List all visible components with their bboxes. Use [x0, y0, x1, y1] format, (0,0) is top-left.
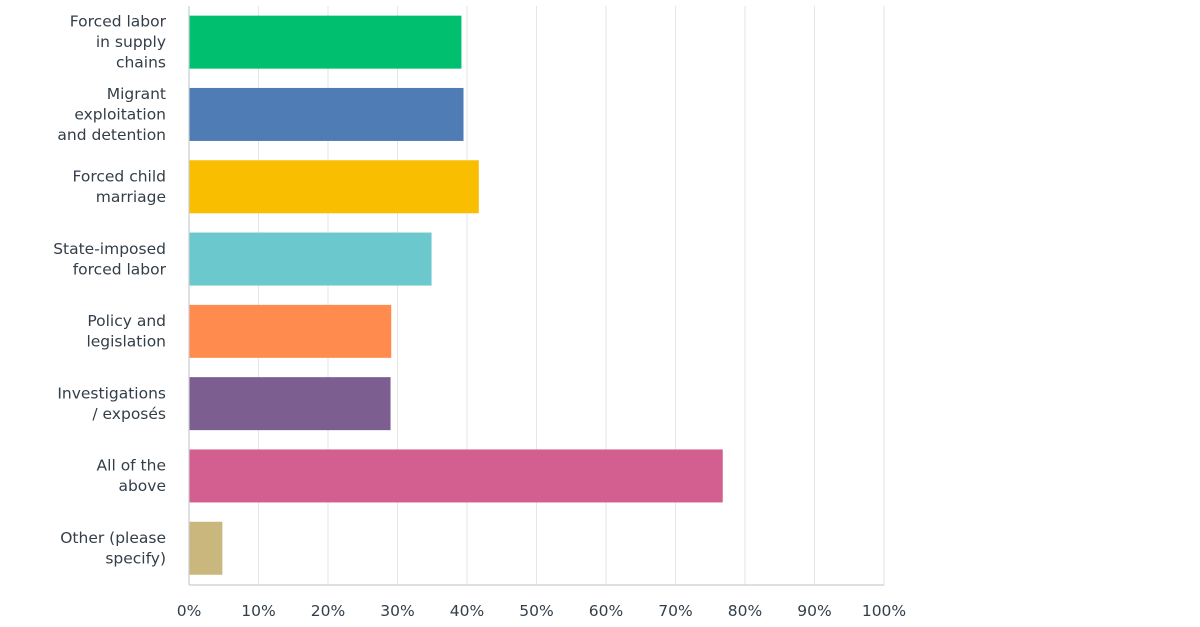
category-label-7: All of the above — [97, 457, 166, 496]
bar-1[interactable] — [189, 15, 462, 69]
category-label-1: Forced labor in supply chains — [70, 13, 167, 72]
x-tick-label-80: 80% — [728, 602, 762, 620]
x-tick-label-40: 40% — [450, 602, 484, 620]
category-label-line: above — [118, 477, 166, 495]
axes — [188, 6, 884, 586]
category-label-4: State-imposed forced labor — [53, 240, 166, 278]
category-label-line: legislation — [86, 333, 166, 351]
bar-3[interactable] — [189, 160, 479, 214]
category-label-line: exploitation — [74, 105, 166, 123]
category-label-line: chains — [116, 54, 166, 72]
category-label-line: in supply — [96, 33, 166, 51]
x-tick-label-20: 20% — [311, 602, 345, 620]
category-label-3: Forced child marriage — [73, 168, 167, 207]
category-label-line: Forced labor — [70, 13, 167, 31]
category-label-line: All of the — [97, 457, 166, 475]
category-label-line: forced labor — [73, 260, 167, 278]
category-labels: Forced labor in supply chains Migrant exploi… — [53, 13, 166, 568]
category-label-line: and detention — [57, 126, 166, 144]
category-label-8: Other (please specify) — [60, 529, 166, 568]
category-label-line: / exposés — [92, 405, 166, 423]
x-tick-label-100: 100% — [862, 602, 906, 620]
tick-labels: 0% 10% 20% 30% 40% 50% 60% 70% 80% 90% 100% — [177, 602, 906, 620]
x-tick-label-60: 60% — [589, 602, 623, 620]
x-tick-label-10: 10% — [241, 602, 275, 620]
category-label-line: Migrant — [107, 85, 166, 103]
bar-7[interactable] — [189, 449, 723, 503]
category-label-line: Investigations — [57, 384, 166, 402]
bar-8[interactable] — [189, 521, 223, 575]
category-label-line: Other (please — [60, 529, 166, 547]
category-label-6: Investigations / exposés — [57, 384, 166, 423]
x-tick-label-90: 90% — [797, 602, 831, 620]
category-label-line: State-imposed — [53, 240, 166, 258]
category-label-line: specify) — [105, 550, 166, 568]
x-tick-label-70: 70% — [658, 602, 692, 620]
category-label-5: Policy and legislation — [86, 312, 166, 351]
x-tick-label-30: 30% — [380, 602, 414, 620]
category-label-line: Policy and — [87, 312, 166, 330]
bar-5[interactable] — [189, 304, 392, 358]
bar-4[interactable] — [189, 232, 432, 286]
bar-6[interactable] — [189, 377, 391, 431]
category-label-line: marriage — [96, 188, 166, 206]
bar-2[interactable] — [189, 87, 464, 141]
bars — [189, 15, 723, 575]
x-tick-label-0: 0% — [177, 602, 202, 620]
x-tick-label-50: 50% — [519, 602, 553, 620]
category-label-2: Migrant exploitation and detention — [57, 85, 166, 144]
category-label-line: Forced child — [73, 168, 167, 186]
